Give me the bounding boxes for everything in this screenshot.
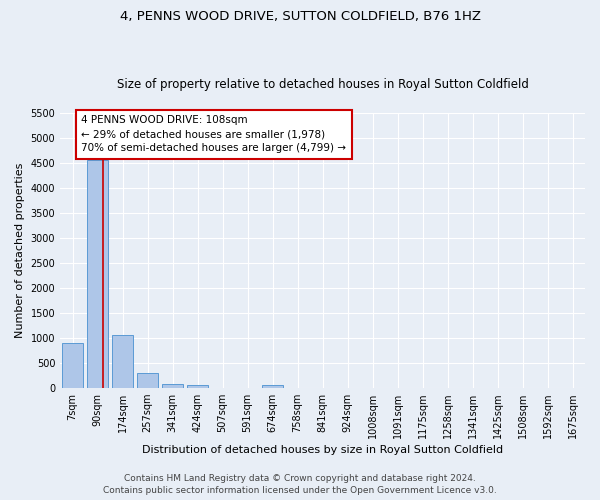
Y-axis label: Number of detached properties: Number of detached properties [15, 162, 25, 338]
Bar [187, 384, 208, 388]
Text: 4, PENNS WOOD DRIVE, SUTTON COLDFIELD, B76 1HZ: 4, PENNS WOOD DRIVE, SUTTON COLDFIELD, B… [119, 10, 481, 23]
Text: Contains HM Land Registry data © Crown copyright and database right 2024.
Contai: Contains HM Land Registry data © Crown c… [103, 474, 497, 495]
X-axis label: Distribution of detached houses by size in Royal Sutton Coldfield: Distribution of detached houses by size … [142, 445, 503, 455]
Bar [262, 385, 283, 388]
Bar [162, 384, 183, 388]
Text: 4 PENNS WOOD DRIVE: 108sqm
← 29% of detached houses are smaller (1,978)
70% of s: 4 PENNS WOOD DRIVE: 108sqm ← 29% of deta… [82, 116, 346, 154]
Bar [62, 342, 83, 388]
Bar [112, 336, 133, 388]
Title: Size of property relative to detached houses in Royal Sutton Coldfield: Size of property relative to detached ho… [116, 78, 529, 91]
Bar [87, 160, 108, 388]
Bar [137, 373, 158, 388]
